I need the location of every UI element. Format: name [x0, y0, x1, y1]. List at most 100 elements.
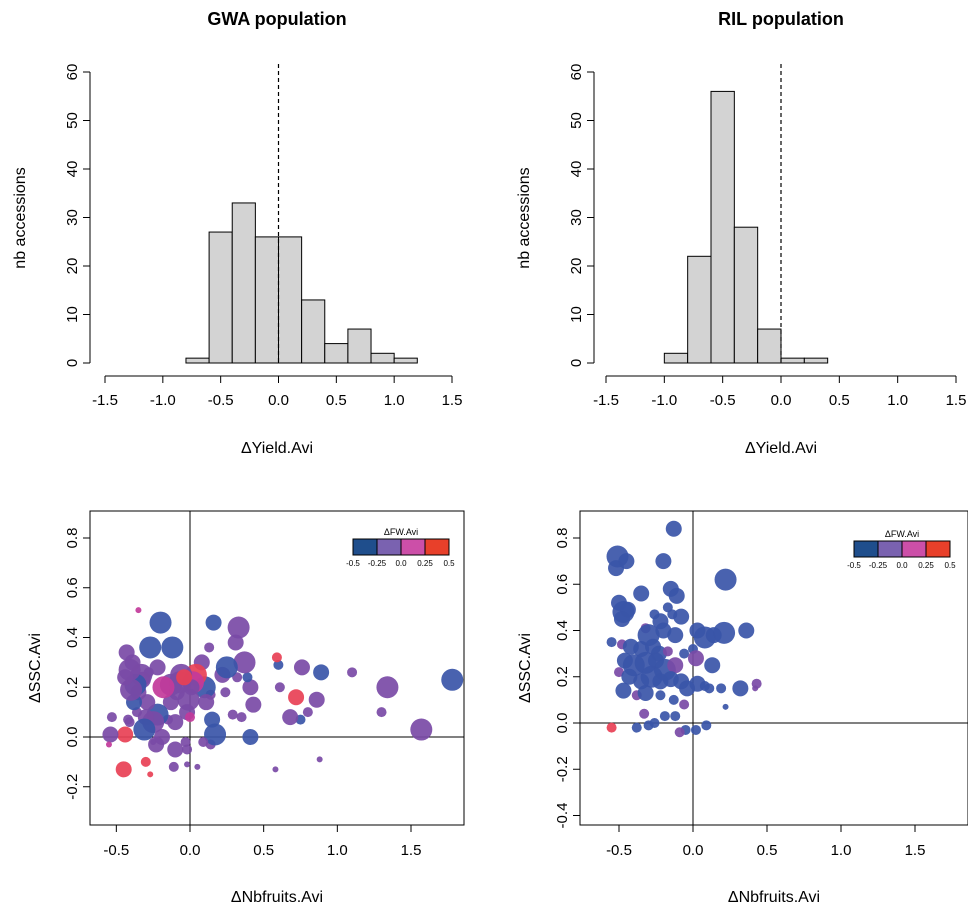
x-tick-label: -0.5 [103, 842, 129, 859]
x-tick-label: -0.5 [606, 842, 632, 859]
x-tick-label: 0.0 [180, 842, 201, 859]
scatter-point [245, 696, 262, 713]
x-tick-label: 1.5 [946, 392, 967, 409]
scatter-points [102, 607, 464, 778]
scatter-point [667, 657, 684, 674]
scatter-point [271, 652, 282, 663]
y-tick-label: 0 [64, 359, 81, 367]
scatter-point [149, 611, 172, 634]
histogram-bar [208, 231, 233, 364]
scatter-point [215, 656, 238, 679]
y-tick-label: 10 [64, 306, 81, 323]
histogram-bar [663, 352, 689, 364]
scatter-point [117, 726, 134, 743]
scatter-point [168, 761, 179, 772]
x-tick-label: 1.5 [905, 842, 926, 859]
scatter-point [184, 761, 191, 768]
legend-swatch [352, 538, 378, 556]
scatter-point [668, 694, 679, 705]
x-tick-label: 0.5 [757, 842, 778, 859]
scatter-point [198, 694, 215, 711]
chart-title: GWA population [207, 9, 346, 29]
x-tick-label: 1.0 [887, 392, 908, 409]
scatter-point [185, 712, 195, 723]
scatter-point [713, 621, 736, 644]
legend-label: -0.25 [869, 561, 888, 570]
x-tick-label: 0.5 [253, 842, 274, 859]
scatter-point [714, 568, 737, 591]
y-tick-label: 40 [64, 161, 81, 178]
scatter-point [105, 741, 112, 748]
scatter-point [242, 672, 253, 683]
x-tick-label: 0.0 [771, 392, 792, 409]
histogram-bar [254, 236, 280, 364]
scatter-point [665, 520, 682, 537]
x-axis-label: ΔYield.Avi [745, 440, 817, 457]
scatter-point [679, 648, 690, 659]
histogram-bar [757, 328, 782, 364]
x-axis-label: ΔNbfruits.Avi [231, 889, 323, 906]
legend-title: ΔFW.Avi [384, 527, 418, 537]
scatter-panel-2: -0.5 0.0 0.5 1.0 1.5 -0.4 -0.2 0.0 0.2 0.4 0.6 0.8 Δ… [517, 510, 968, 906]
scatter-point [633, 585, 650, 602]
scatter-point [242, 679, 259, 696]
y-tick-label: 30 [64, 209, 81, 226]
scatter-point [233, 651, 256, 674]
scatter-point [147, 771, 154, 778]
scatter-point [198, 736, 209, 747]
scatter-point [152, 676, 175, 699]
scatter-point [148, 736, 165, 753]
scatter-point [441, 668, 464, 691]
scatter-point [631, 722, 642, 733]
histogram-bar [710, 90, 735, 364]
scatter-point [659, 711, 670, 722]
scatter-point [204, 723, 227, 746]
scatter-point [227, 634, 244, 651]
histogram-bar [185, 357, 210, 364]
x-tick-label: 1.0 [831, 842, 852, 859]
scatter-point [182, 744, 193, 755]
histogram-bar [780, 357, 805, 364]
x-tick-label: -1.0 [150, 392, 176, 409]
scatter-point [410, 718, 433, 741]
scatter-point [738, 622, 755, 639]
scatter-point [643, 720, 654, 731]
scatter-point [133, 718, 156, 741]
y-axis-label: ΔSSC.Avi [27, 633, 44, 703]
legend-label: 0.0 [896, 561, 908, 570]
scatter-point [106, 712, 117, 723]
legend-label: -0.5 [346, 559, 360, 568]
y-tick-label: 0.4 [64, 627, 81, 648]
y-tick-label: 50 [568, 112, 585, 129]
scatter-point [236, 712, 247, 723]
y-axis-label: nb accessions [516, 167, 533, 268]
legend-title: ΔFW.Avi [885, 529, 919, 539]
scatter-point [161, 636, 184, 659]
scatter-point [376, 707, 387, 718]
legend-label: 0.0 [395, 559, 407, 568]
scatter-point [118, 644, 135, 661]
scatter-point [613, 610, 630, 627]
scatter-point [180, 736, 191, 747]
scatter-point [701, 720, 712, 731]
color-legend: ΔFW.Avi -0.5 -0.25 0.0 0.25 0.5 [847, 529, 956, 570]
x-tick-label: 1.5 [442, 392, 463, 409]
scatter-point [150, 738, 157, 745]
scatter-point [687, 650, 704, 667]
legend-label: 0.5 [443, 559, 455, 568]
scatter-points [606, 520, 762, 738]
y-tick-label: 30 [568, 209, 585, 226]
scatter-point [115, 761, 132, 778]
legend-swatch [376, 538, 402, 556]
y-tick-label: 0.2 [64, 677, 81, 698]
scatter-point [227, 709, 238, 720]
legend-swatch [877, 540, 903, 558]
histogram-bar [687, 255, 712, 364]
scatter-point [690, 724, 701, 735]
scatter-point [606, 722, 617, 733]
y-tick-label: 60 [568, 64, 585, 81]
x-tick-label: 1.0 [384, 392, 405, 409]
histogram-panel-2: RIL population 0 10 20 30 40 50 60 -1.5 -1.0 -0.5 0… [516, 9, 966, 457]
legend-swatch [853, 540, 879, 558]
